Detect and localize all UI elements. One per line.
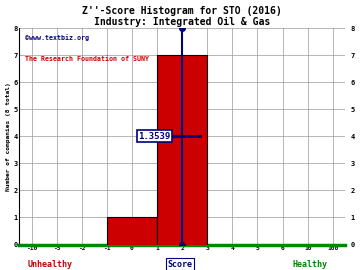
- Text: Score: Score: [167, 260, 193, 269]
- Bar: [157, 55, 207, 245]
- Text: The Research Foundation of SUNY: The Research Foundation of SUNY: [26, 56, 149, 62]
- Text: Unhealthy: Unhealthy: [28, 260, 73, 269]
- Text: ©www.textbiz.org: ©www.textbiz.org: [26, 35, 90, 41]
- Text: Healthy: Healthy: [292, 260, 327, 269]
- Title: Z''-Score Histogram for STO (2016)
Industry: Integrated Oil & Gas: Z''-Score Histogram for STO (2016) Indus…: [82, 6, 282, 27]
- Text: 1.3539: 1.3539: [138, 132, 171, 141]
- Bar: [107, 218, 157, 245]
- Y-axis label: Number of companies (8 total): Number of companies (8 total): [5, 82, 10, 191]
